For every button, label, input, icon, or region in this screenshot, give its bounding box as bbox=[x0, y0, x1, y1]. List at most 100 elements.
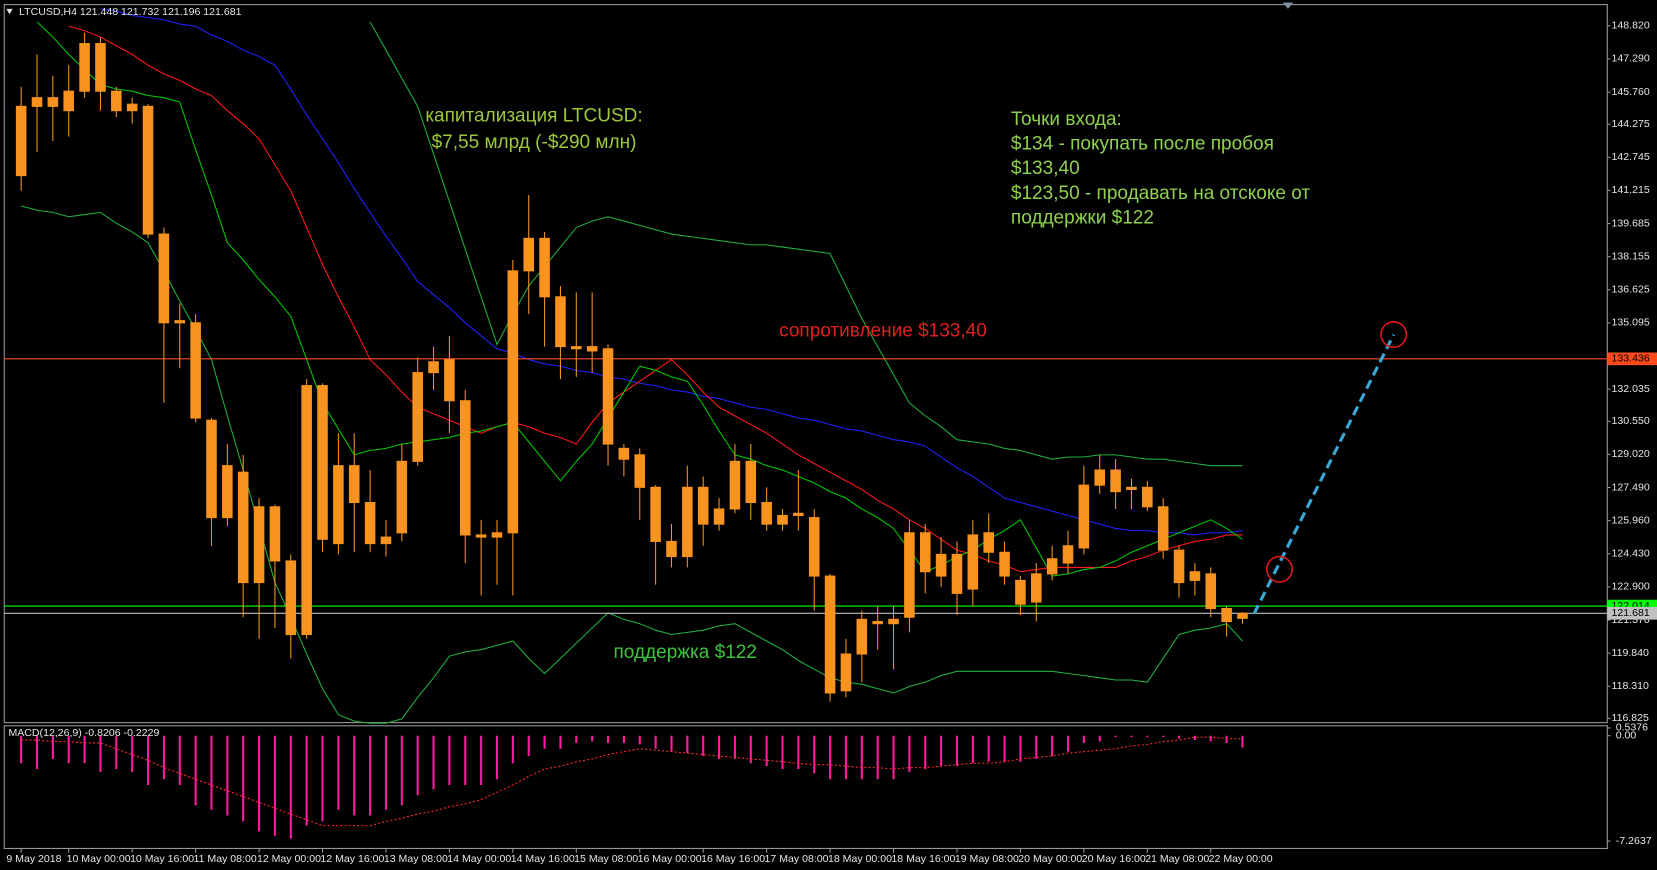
header-low: 121.196 bbox=[162, 6, 200, 18]
macd-bar bbox=[416, 735, 419, 796]
x-tick-label: 12 May 16:00 bbox=[320, 853, 384, 865]
candle-body bbox=[206, 419, 217, 519]
candle-body bbox=[1142, 486, 1153, 508]
macd-bar bbox=[369, 735, 372, 816]
macd-bar bbox=[384, 735, 388, 810]
x-tick-label: 20 May 00:00 bbox=[1018, 853, 1082, 865]
candle-body bbox=[840, 653, 852, 692]
macd-bar bbox=[1051, 735, 1054, 757]
macd-bar bbox=[749, 735, 752, 764]
candle-body bbox=[1189, 571, 1201, 581]
candle-body bbox=[444, 359, 455, 402]
target-circle bbox=[1380, 321, 1408, 349]
macd-bar bbox=[638, 735, 641, 745]
candle-body bbox=[190, 322, 201, 419]
candle-body bbox=[158, 233, 170, 324]
x-tick-label: 19 May 08:00 bbox=[955, 853, 1019, 865]
macd-bar bbox=[971, 735, 974, 764]
macd-bar bbox=[622, 735, 625, 743]
header-high: 121.732 bbox=[121, 6, 159, 18]
candle-body bbox=[967, 534, 979, 590]
macd-bar bbox=[797, 735, 800, 770]
macd-bar bbox=[829, 735, 832, 780]
macd-bar bbox=[400, 735, 403, 806]
macd-signal bbox=[21, 736, 1243, 827]
macd-bar bbox=[178, 735, 181, 786]
macd-bar bbox=[1193, 735, 1196, 741]
y-tick-label: 135.095 bbox=[1612, 317, 1650, 329]
plot-layer: 148.820 147.290 145.760 144.275 142.745 141.2… bbox=[4, 6, 1657, 865]
macd-bar bbox=[955, 735, 959, 767]
macd-bar bbox=[908, 735, 911, 772]
indicator-line bbox=[100, 8, 1243, 536]
macd-bar bbox=[289, 735, 292, 839]
x-tick-label: 17 May 08:00 bbox=[765, 853, 829, 865]
candle-body bbox=[380, 536, 392, 545]
macd-bar bbox=[876, 735, 879, 780]
candle-body bbox=[761, 501, 772, 525]
y-tick-label: 127.490 bbox=[1612, 481, 1650, 493]
macd-bar bbox=[210, 735, 213, 810]
macd-bar bbox=[844, 735, 848, 780]
x-tick-label: 16 May 00:00 bbox=[638, 853, 702, 865]
macd-bar bbox=[258, 735, 261, 832]
candle-body bbox=[1046, 558, 1058, 575]
macd-bar bbox=[480, 735, 483, 786]
candle-body bbox=[475, 534, 487, 538]
annotation: Точки входа: bbox=[1011, 109, 1122, 130]
macd-bar bbox=[1003, 735, 1006, 762]
macd-bar bbox=[559, 735, 562, 749]
candle-body bbox=[47, 97, 59, 107]
candle-body bbox=[412, 372, 423, 462]
candle-body bbox=[539, 237, 550, 298]
macd-bar bbox=[162, 735, 165, 780]
candle-body bbox=[253, 506, 265, 584]
candle-body bbox=[951, 553, 963, 594]
x-tick-label: 10 May 00:00 bbox=[67, 853, 131, 865]
candle-body bbox=[808, 517, 820, 577]
macd-bar bbox=[337, 735, 340, 810]
macd-bar bbox=[1082, 735, 1085, 743]
candle-body bbox=[872, 621, 883, 625]
x-tick-label: 20 May 16:00 bbox=[1082, 853, 1146, 865]
y-tick-label: 141.215 bbox=[1612, 184, 1650, 196]
annotation: поддержка $122 bbox=[614, 642, 757, 663]
x-tick-label: 11 May 08:00 bbox=[194, 853, 257, 865]
macd-bar bbox=[670, 735, 673, 752]
candle-body bbox=[459, 400, 471, 536]
candle-body bbox=[713, 508, 725, 525]
header-open: 121.448 bbox=[80, 6, 118, 18]
candle-body bbox=[1062, 545, 1074, 564]
y-tick-label: 122.900 bbox=[1612, 581, 1650, 593]
indicator-line bbox=[36, 21, 1243, 577]
macd-bar bbox=[1209, 735, 1212, 742]
macd-bar bbox=[353, 735, 356, 816]
x-tick-label: 10 May 16:00 bbox=[130, 853, 194, 865]
macd-header-part: MACD(12,26,9) bbox=[8, 727, 81, 739]
macd-bar bbox=[575, 735, 578, 743]
x-tick-label: 14 May 00:00 bbox=[447, 853, 511, 865]
candle-body bbox=[586, 346, 598, 352]
y-tick-label: 148.820 bbox=[1612, 20, 1650, 32]
candle-body bbox=[919, 532, 931, 573]
macd-bar bbox=[781, 735, 784, 770]
macd-pane bbox=[3, 725, 1608, 849]
candle-body bbox=[1237, 612, 1248, 619]
macd-bar bbox=[194, 735, 197, 806]
macd-bar bbox=[20, 735, 23, 764]
candle-body bbox=[1221, 608, 1232, 623]
macd-bar bbox=[511, 735, 514, 764]
candle-body bbox=[285, 560, 297, 636]
candle-body bbox=[1157, 506, 1169, 551]
macd-bar bbox=[495, 735, 499, 780]
macd-bar bbox=[1162, 735, 1165, 738]
macd-bar bbox=[273, 735, 276, 836]
y-tick-label: 118.310 bbox=[1612, 680, 1650, 692]
breakout-circle bbox=[1266, 555, 1293, 583]
annotation: $133,40 bbox=[1011, 158, 1080, 179]
x-tick-label: 18 May 16:00 bbox=[891, 853, 955, 865]
macd-bar bbox=[1066, 735, 1070, 752]
annotation: $7,55 млрд (-$290 млн) bbox=[432, 132, 637, 153]
